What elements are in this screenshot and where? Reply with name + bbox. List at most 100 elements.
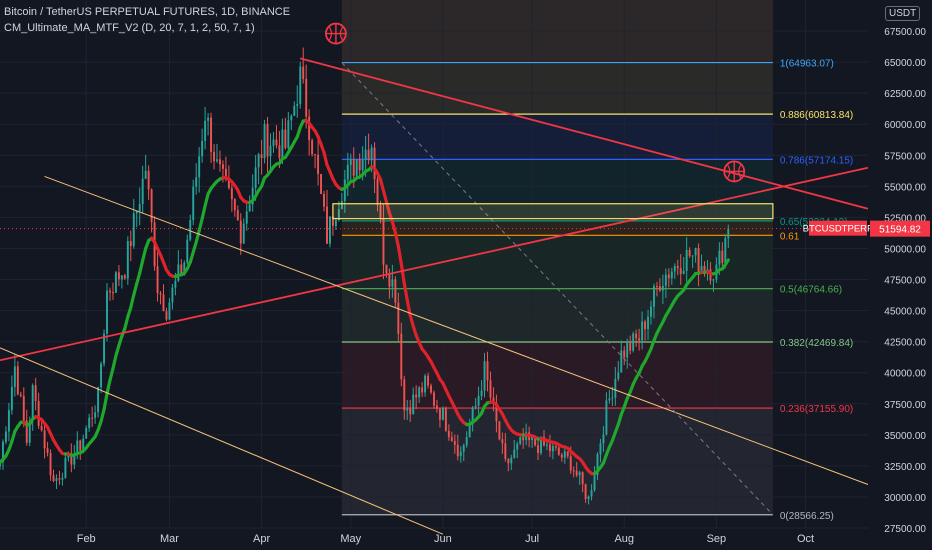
candle-body: [236, 210, 239, 221]
markers: [325, 22, 746, 183]
candle-body: [703, 265, 706, 273]
currency-unit-button[interactable]: USDT: [885, 6, 921, 21]
ma-segment: [117, 334, 124, 348]
candle-body: [266, 124, 269, 157]
candle-body: [635, 333, 638, 339]
candle-body: [655, 286, 658, 288]
candle-body: [37, 401, 40, 426]
candle-body: [587, 496, 590, 500]
candle-body: [281, 129, 284, 158]
candle-body: [314, 154, 317, 156]
candle-body: [88, 417, 91, 429]
candle-body: [462, 445, 465, 452]
candle-body: [391, 279, 394, 287]
candle-body: [534, 437, 537, 446]
candle-body: [308, 116, 311, 141]
candle-body: [424, 375, 427, 393]
candle-body: [483, 361, 486, 391]
ma-segment: [390, 220, 397, 235]
candle-body: [501, 439, 504, 444]
candle-body: [132, 213, 135, 247]
candle-body: [438, 408, 441, 420]
candle-body: [480, 390, 483, 396]
candle-body: [10, 386, 13, 411]
ma-segment: [408, 313, 415, 328]
candle-body: [94, 412, 97, 418]
candle-body: [477, 395, 480, 406]
candle-body: [43, 430, 46, 449]
candle-body: [331, 216, 334, 226]
candle-body: [159, 292, 162, 295]
candle-body: [162, 294, 165, 312]
candle-body: [150, 189, 153, 223]
candle-body: [7, 410, 10, 432]
ma-segment: [114, 343, 121, 358]
ma-segment: [402, 281, 409, 302]
moving-average: [0, 118, 730, 476]
candle-body: [531, 437, 534, 440]
candle-body: [540, 436, 542, 454]
ma-segment: [129, 293, 136, 309]
ma-segment: [411, 324, 418, 338]
price-tick-label: 32500.00: [884, 462, 926, 473]
candle-body: [233, 199, 236, 211]
candle-body: [370, 147, 373, 161]
candle-body: [620, 350, 623, 373]
time-tick-label: Jul: [525, 533, 539, 545]
candle-body: [31, 385, 34, 421]
candle-body: [632, 333, 635, 351]
candle-body: [718, 250, 721, 265]
candle-body: [593, 475, 596, 491]
ma-segment: [322, 151, 329, 167]
candle-body: [168, 302, 171, 320]
ma-segment: [132, 282, 139, 297]
candle-body: [305, 78, 308, 117]
candle-body: [129, 241, 132, 247]
ma-segment: [102, 392, 109, 412]
candle-body: [468, 424, 471, 437]
candle-body: [111, 292, 114, 294]
candle-body: [406, 408, 409, 411]
candle-body: [721, 250, 724, 263]
candle-body: [317, 154, 320, 175]
candle-body: [596, 454, 599, 476]
candle-body: [123, 275, 126, 279]
candle-body: [216, 159, 218, 162]
candle-body: [486, 361, 489, 381]
candle-body: [189, 220, 192, 240]
highlight-rectangle: [332, 203, 774, 220]
candle-body: [275, 139, 278, 146]
candle-body: [126, 241, 129, 279]
candle-body: [647, 316, 649, 330]
candle-body: [349, 159, 352, 166]
candle-body: [106, 290, 108, 334]
candle-body: [204, 120, 207, 141]
candle-body: [183, 262, 186, 274]
symbol-title: Bitcoin / TetherUS PERPETUAL FUTURES, 1D…: [4, 6, 291, 18]
ma-segment: [200, 204, 207, 221]
candle-body: [459, 451, 462, 457]
fibonacci-zones: [341, 0, 773, 515]
candle-body: [456, 444, 459, 457]
candle-body: [394, 279, 397, 303]
candle-body: [644, 321, 647, 330]
time-axis: Feb Mar Apr May Jun Jul Aug Sep Oct: [77, 533, 814, 545]
candle-body: [661, 285, 664, 291]
candle-body: [581, 472, 584, 485]
candle-body: [352, 159, 355, 176]
candle-body: [409, 408, 412, 415]
candle-body: [61, 477, 64, 480]
ma-segment: [393, 231, 400, 248]
candlesticks: [0, 47, 730, 505]
candle-body: [343, 179, 346, 202]
candle-body: [91, 417, 94, 419]
ma-segment: [138, 258, 145, 275]
time-tick-label: Sep: [707, 533, 727, 545]
candle-body: [379, 204, 382, 219]
ma-segment: [295, 125, 302, 139]
candle-body: [700, 265, 703, 273]
candle-body: [260, 154, 263, 159]
time-tick-label: Oct: [797, 533, 814, 545]
candle-body: [144, 170, 147, 179]
